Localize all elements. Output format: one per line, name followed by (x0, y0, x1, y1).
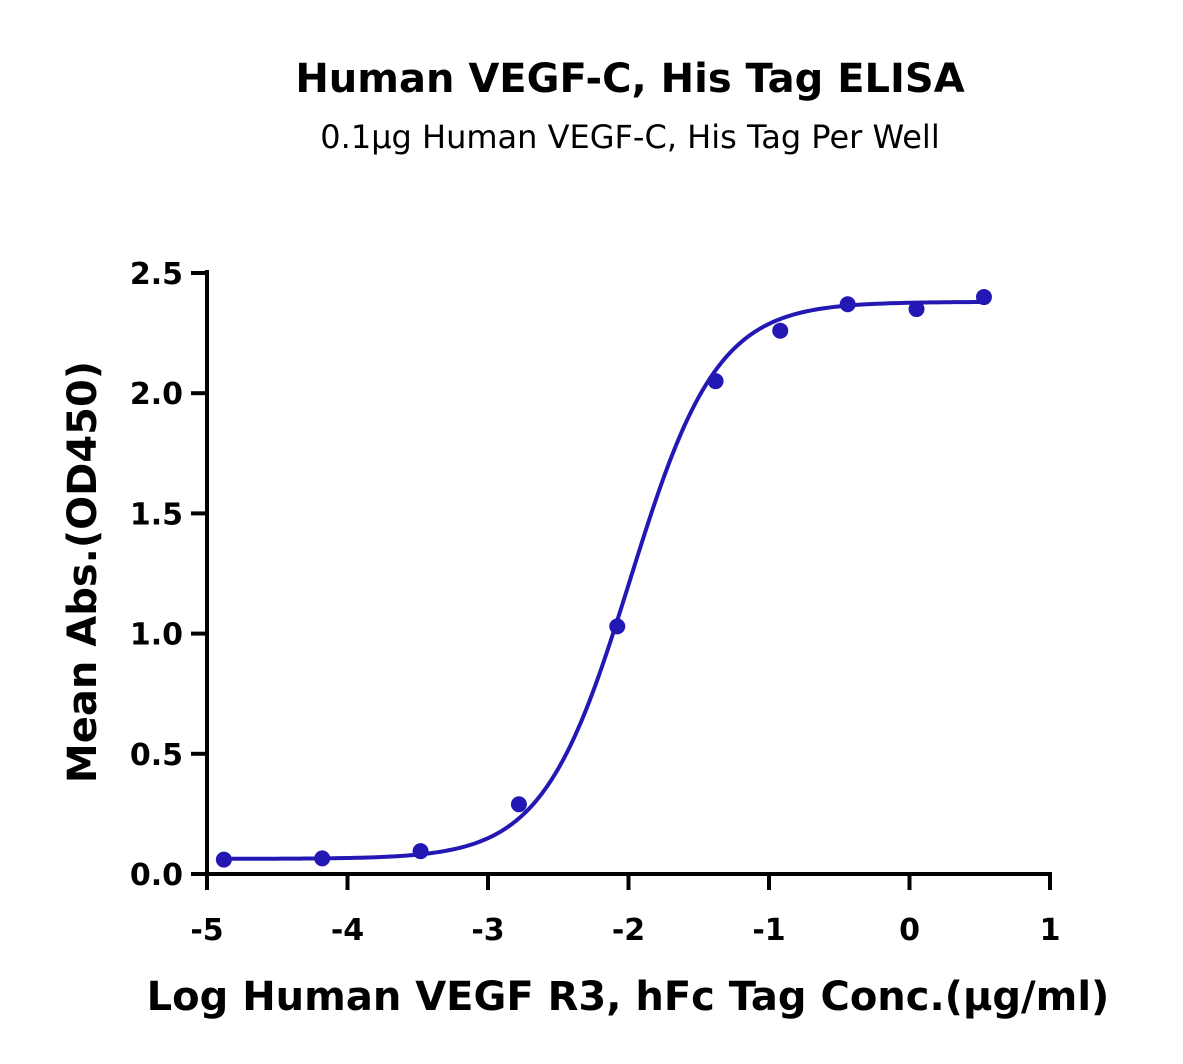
data-point (314, 850, 331, 867)
data-point (215, 851, 232, 868)
y-axis-title: Mean Abs.(OD450) (60, 361, 106, 783)
y-tick-label: 1.0 (130, 618, 183, 653)
data-point (707, 373, 724, 390)
data-point (908, 301, 925, 318)
data-points (215, 289, 992, 868)
x-tick-label: -4 (331, 913, 364, 948)
x-tick-label: -5 (190, 913, 223, 948)
data-point (839, 296, 856, 313)
x-tick-label: -1 (752, 913, 785, 948)
data-point (609, 618, 626, 635)
y-tick-label: 0.5 (130, 738, 183, 773)
fit-curve (223, 300, 984, 861)
data-point (772, 322, 789, 339)
x-tick-label: 0 (899, 913, 920, 948)
data-point (412, 843, 429, 860)
y-tick-label: 1.5 (130, 497, 183, 532)
x-axis-title: Log Human VEGF R3, hFc Tag Conc.(μg/ml) (147, 974, 1110, 1020)
y-tick-label: 2.5 (130, 257, 183, 292)
y-tick-label: 0.0 (130, 858, 183, 893)
x-tick-label: -3 (471, 913, 504, 948)
data-point (975, 289, 992, 306)
x-tick-label: 1 (1040, 913, 1061, 948)
y-tick-label: 2.0 (130, 377, 183, 412)
data-point (510, 796, 527, 813)
chart-subtitle: 0.1μg Human VEGF-C, His Tag Per Well (320, 118, 939, 156)
chart-title: Human VEGF-C, His Tag ELISA (295, 56, 964, 102)
axes (205, 270, 1052, 876)
y-ticks: 0.0 0.5 1.0 1.5 2.0 2.5 (130, 257, 207, 893)
x-ticks: -5 -4 -3 -2 -1 0 1 (190, 874, 1060, 948)
x-tick-label: -2 (612, 913, 645, 948)
